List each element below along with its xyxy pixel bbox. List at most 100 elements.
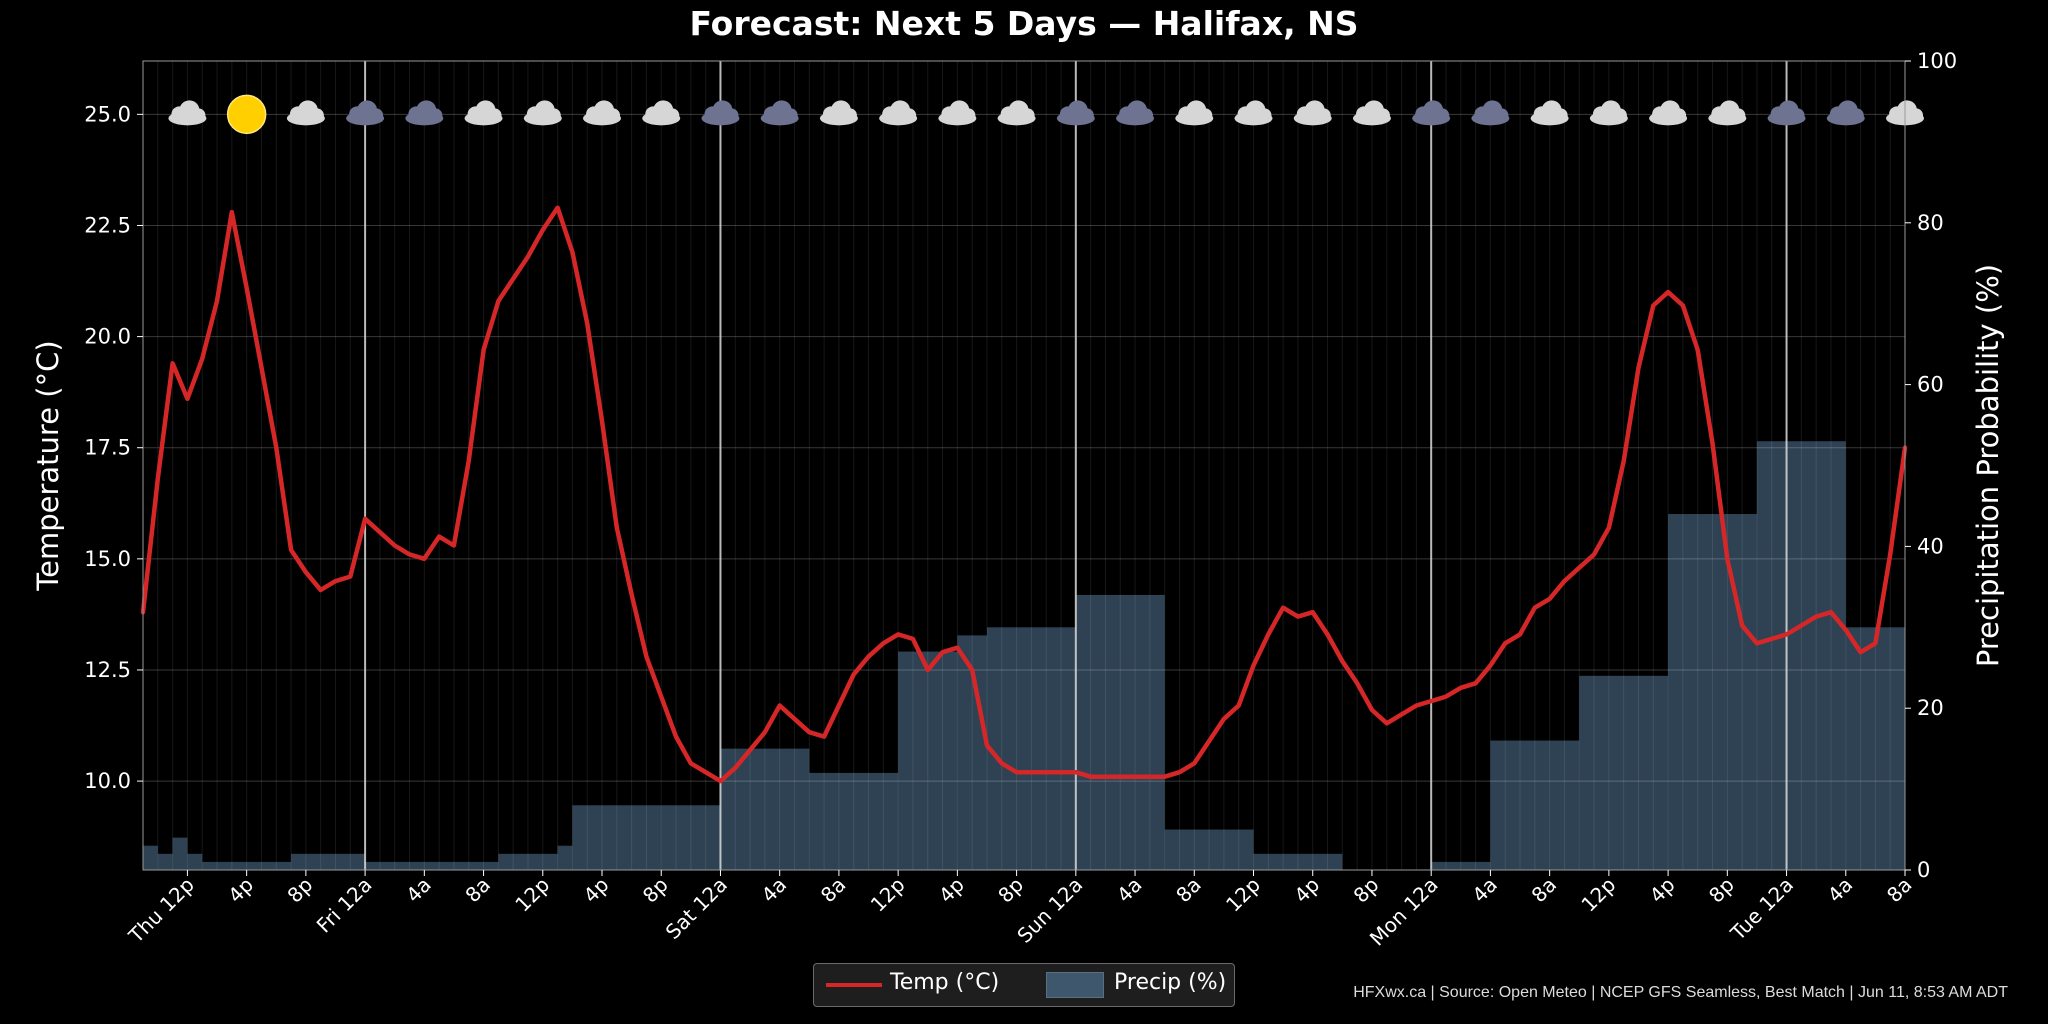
weather-icons — [168, 94, 1924, 135]
y-left-tick-label: 12.5 — [84, 658, 131, 682]
x-tick-label: 12p — [1221, 873, 1265, 917]
cloud-puff — [1257, 108, 1272, 123]
cloud-puff — [1849, 108, 1864, 123]
y-left-tick-label: 20.0 — [84, 325, 131, 349]
y-right-tick-label: 60 — [1917, 373, 1944, 397]
y-right-tick-label: 20 — [1917, 696, 1944, 720]
rain-cloud-icon — [1767, 100, 1806, 126]
rain-cloud-icon — [405, 100, 444, 126]
precip-bar — [1579, 675, 1669, 870]
sunny-icon — [226, 94, 267, 135]
precip-bar — [1431, 861, 1491, 870]
x-tick-label: 8p — [1349, 873, 1384, 908]
precip-bar — [986, 627, 1076, 870]
cloud-puff — [606, 108, 621, 123]
cloudy-icon — [938, 100, 977, 126]
precip-bar — [1075, 594, 1165, 870]
cloud-puff — [309, 108, 324, 123]
precip-bar — [187, 853, 203, 870]
chart-grid — [142, 61, 1906, 870]
cloud-puff — [783, 108, 798, 123]
rain-cloud-icon — [346, 100, 385, 126]
chart-legend: Temp (°C) Precip (%) — [813, 963, 1235, 1007]
x-tick-label: 8p — [638, 873, 673, 908]
x-tick-label: 12p — [1576, 873, 1620, 917]
cloud-puff — [724, 108, 739, 123]
rain-cloud-icon — [1826, 100, 1865, 126]
cloud-puff — [546, 108, 561, 123]
y-left-tick-label: 15.0 — [84, 547, 131, 571]
x-tick-label: 4p — [1289, 873, 1324, 908]
precip-bar — [157, 853, 173, 870]
x-tick-label: 4a — [401, 873, 436, 908]
cloudy-icon — [1649, 100, 1688, 126]
cloudy-icon — [1708, 100, 1747, 126]
rain-cloud-icon — [701, 100, 740, 126]
temp-line — [140, 205, 1908, 784]
x-tick-label: 8a — [1882, 873, 1917, 908]
cloud-puff — [487, 108, 502, 123]
cloudy-icon — [879, 100, 918, 126]
cloudy-icon — [1589, 100, 1628, 126]
rain-cloud-icon — [1412, 100, 1451, 126]
precip-bar — [809, 772, 899, 870]
precip-bars — [143, 441, 1905, 870]
cloud-puff — [1672, 108, 1687, 123]
cloudy-icon — [523, 100, 562, 126]
cloudy-icon — [1530, 100, 1569, 126]
precip-bar — [1253, 853, 1343, 870]
source-credit: HFXwx.ca | Source: Open Meteo | NCEP GFS… — [1353, 984, 2008, 1001]
cloudy-icon — [1175, 100, 1214, 126]
y-left-axis-title: Temperature (°C) — [31, 340, 65, 591]
cloudy-icon — [168, 100, 207, 126]
y-right-tick-label: 40 — [1917, 534, 1944, 558]
cloud-puff — [665, 108, 680, 123]
cloud-puff — [1909, 108, 1923, 123]
x-tick-label: 4a — [1467, 873, 1502, 908]
x-tick-label: 4p — [934, 873, 969, 908]
chart-title: Forecast: Next 5 Days — Halifax, NS — [689, 4, 1359, 43]
precip-bar — [498, 853, 558, 870]
cloud-puff — [191, 108, 206, 123]
x-tick-label: Fri 12a — [312, 873, 377, 938]
x-tick-label: 4a — [757, 873, 792, 908]
y-left-tick-label: 10.0 — [84, 769, 131, 793]
x-tick-label: 8p — [993, 873, 1028, 908]
x-tick-label: Sun 12a — [1012, 873, 1087, 948]
cloud-puff — [1079, 108, 1094, 123]
x-tick-label: 4a — [1823, 873, 1858, 908]
x-tick-label: 8p — [1704, 873, 1739, 908]
precip-bar — [1845, 627, 1905, 870]
cloudy-icon — [642, 100, 681, 126]
x-tick-label: 4a — [1112, 873, 1147, 908]
cloudy-icon — [286, 100, 325, 126]
cloudy-icon — [464, 100, 503, 126]
x-tick-label: 8a — [1527, 873, 1562, 908]
cloudy-icon — [1293, 100, 1332, 126]
x-tick-label: 4p — [579, 873, 614, 908]
cloud-puff — [428, 108, 443, 123]
rain-cloud-icon — [1471, 100, 1510, 126]
sun-shape — [226, 94, 267, 135]
cloudy-icon — [997, 100, 1036, 126]
precip-bar — [172, 837, 188, 870]
y-left-tick-label: 22.5 — [84, 213, 131, 237]
cloud-puff — [1316, 108, 1331, 123]
precip-bar — [898, 651, 958, 870]
cloud-puff — [1020, 108, 1035, 123]
precip-bar — [557, 845, 573, 870]
plot-frame — [142, 60, 1906, 871]
x-tick-label: 8a — [1171, 873, 1206, 908]
cloudy-icon — [1234, 100, 1273, 126]
cloud-puff — [1494, 108, 1509, 123]
cloud-puff — [902, 108, 917, 123]
cloud-puff — [1790, 108, 1805, 123]
x-tick-label: 8p — [282, 873, 317, 908]
precip-bar — [1668, 514, 1757, 870]
x-tick-label: Sat 12a — [661, 873, 732, 944]
temp-legend-label: Temp (°C) — [890, 970, 1000, 995]
cloud-puff — [842, 108, 857, 123]
precip-bar — [572, 805, 662, 870]
x-tick-label: Tue 12a — [1725, 873, 1798, 946]
